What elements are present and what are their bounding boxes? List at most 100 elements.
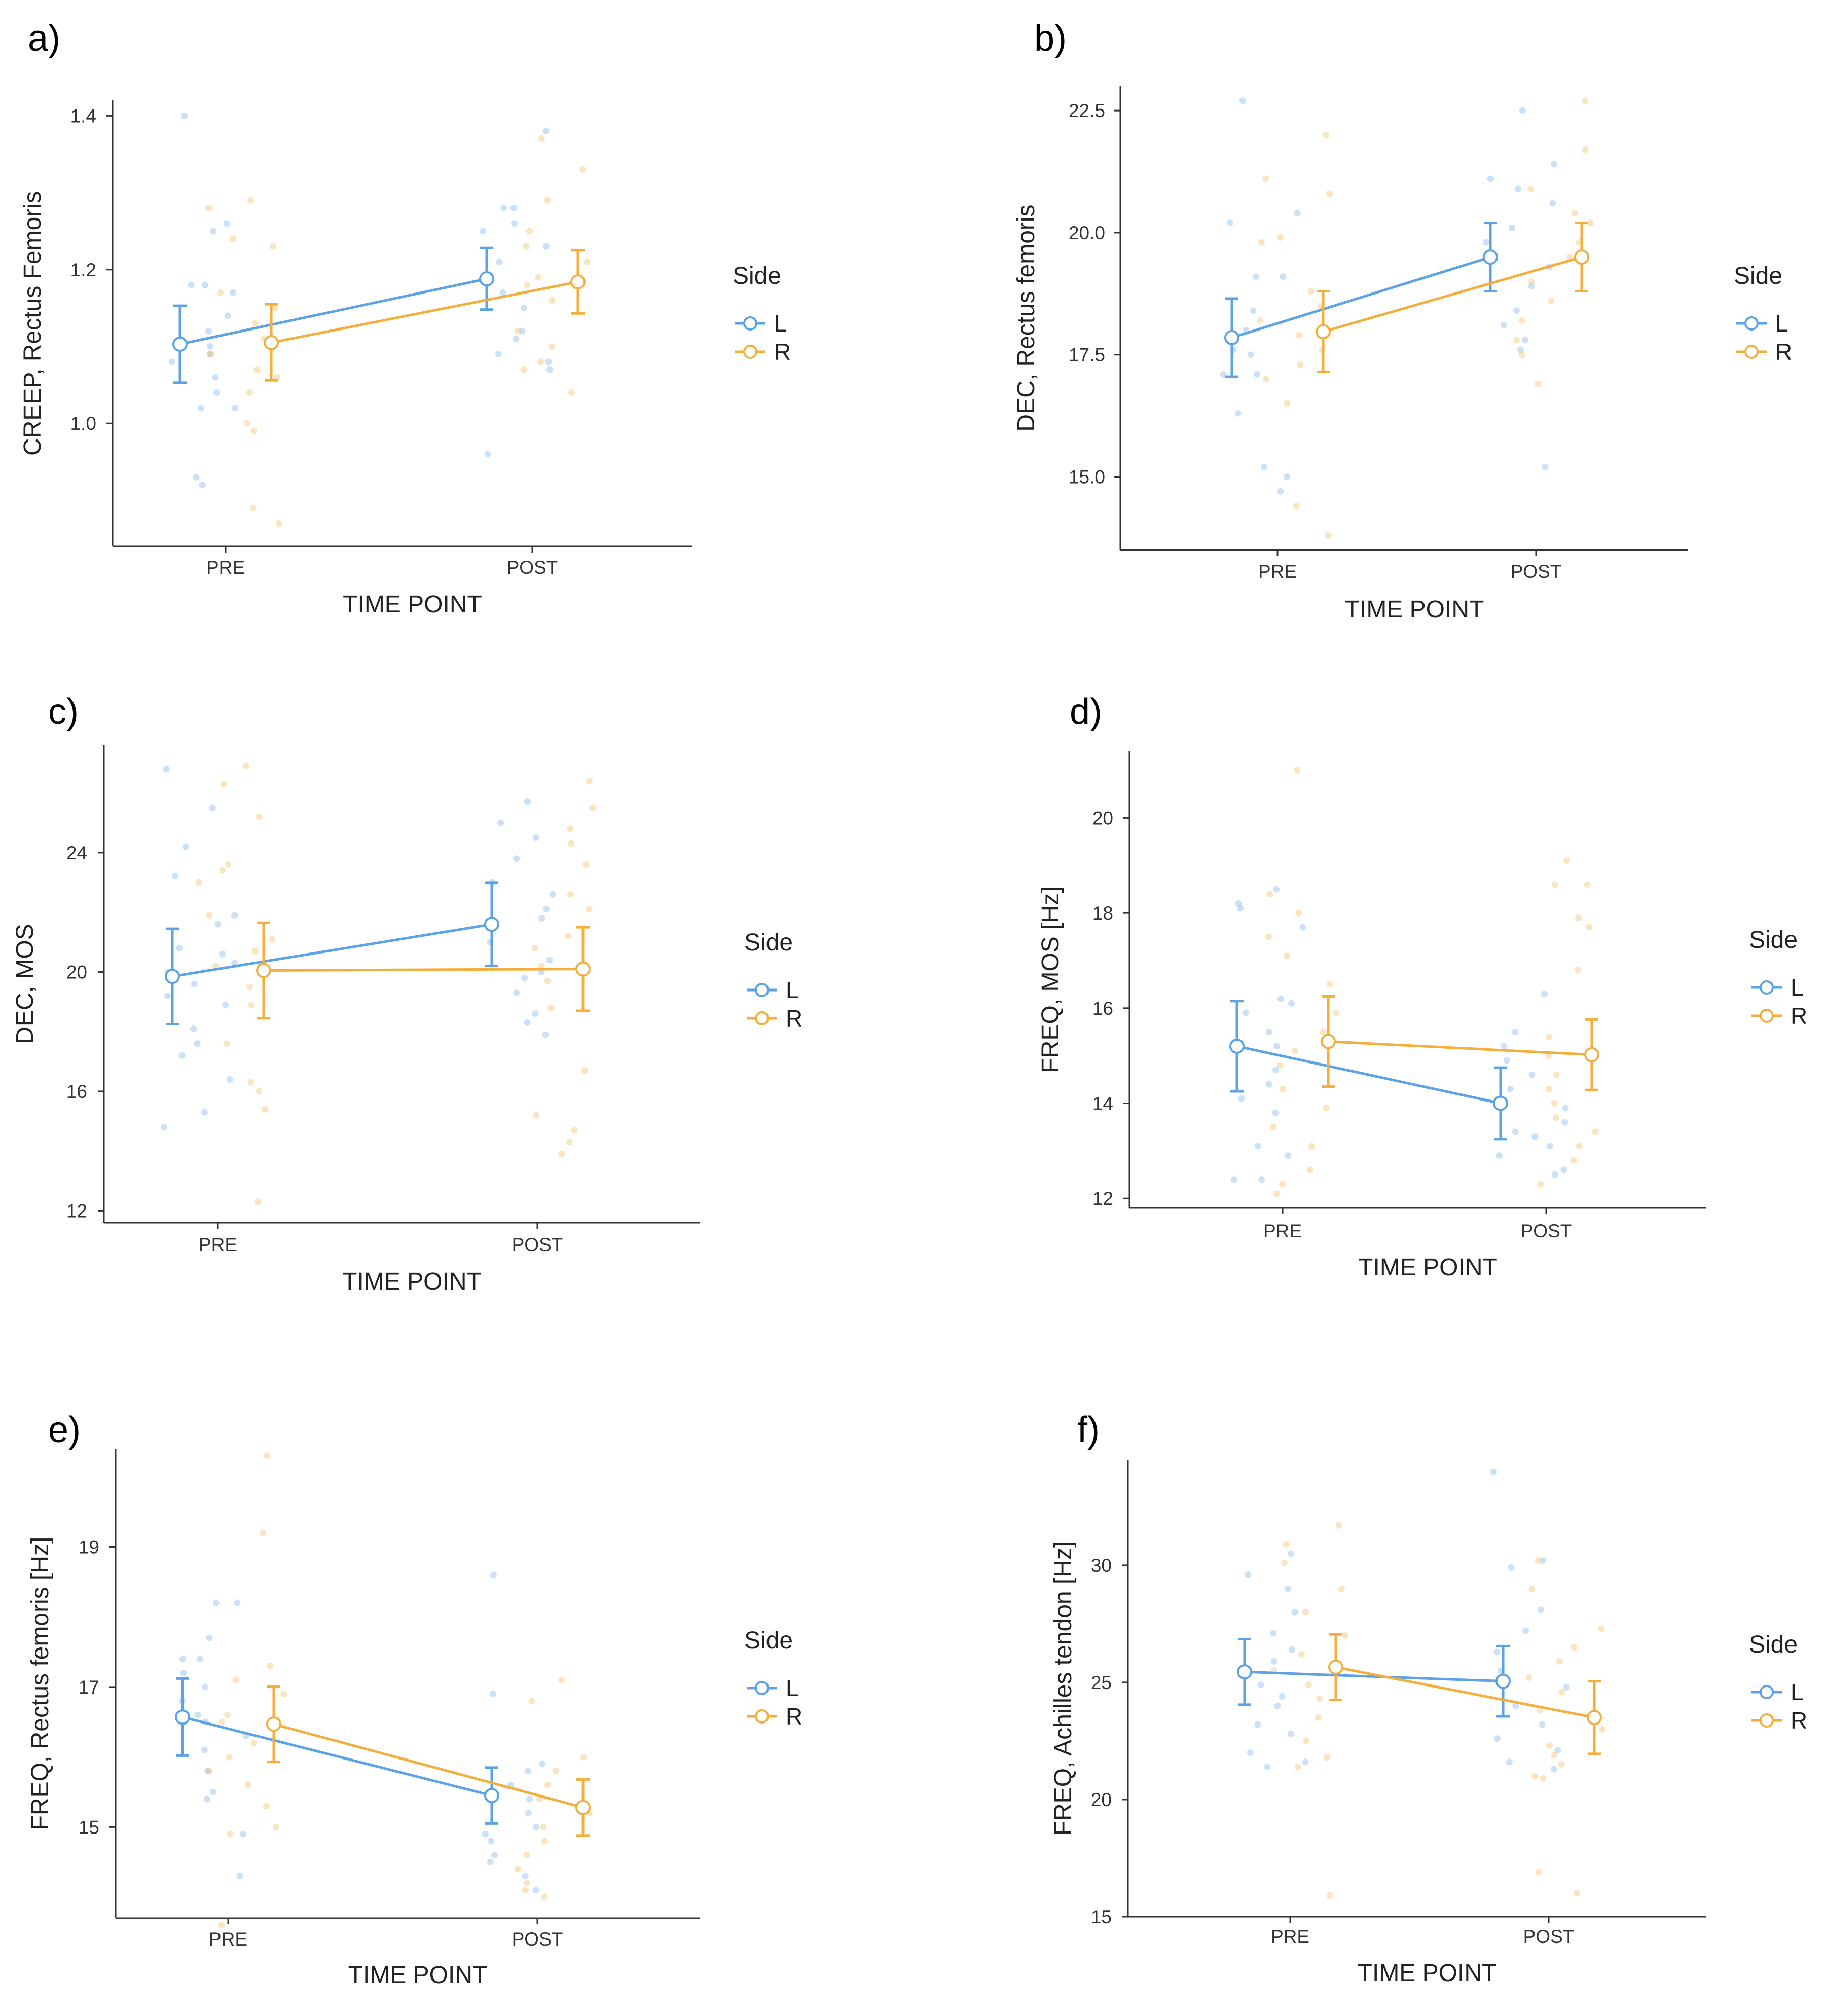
data-point-l bbox=[1563, 1683, 1570, 1691]
data-point-l bbox=[1549, 200, 1556, 207]
y-axis-title: CREEP, Rectus Femoris bbox=[19, 191, 46, 456]
data-point-r bbox=[1551, 881, 1558, 888]
series-line-r bbox=[273, 1722, 583, 1809]
data-point-l bbox=[479, 228, 486, 235]
data-point-r bbox=[254, 1198, 262, 1205]
y-tick-label: 12 bbox=[66, 1200, 87, 1221]
data-point-l bbox=[201, 1109, 208, 1116]
data-point-r bbox=[1575, 967, 1582, 974]
panel-label: a) bbox=[28, 18, 60, 59]
legend-title: Side bbox=[1749, 927, 1798, 954]
data-point-l bbox=[513, 855, 520, 862]
data-point-l bbox=[1272, 1067, 1279, 1074]
data-point-r bbox=[1598, 1726, 1605, 1733]
y-tick-label: 15 bbox=[79, 1817, 99, 1838]
data-point-r bbox=[1570, 1157, 1577, 1164]
data-point-l bbox=[190, 1025, 197, 1032]
data-point-l bbox=[545, 358, 552, 365]
y-axis-title: FREQ, Rectus femoris [Hz] bbox=[27, 1537, 54, 1830]
data-point-l bbox=[179, 1656, 187, 1663]
chart-panel-a: a) 1.0 1.2 1.4 PRE POST TIME POINT CREEP, Rectu… bbox=[19, 18, 791, 618]
mean-marker-r bbox=[264, 335, 279, 350]
data-point-r bbox=[219, 867, 226, 874]
data-point-l bbox=[1537, 1606, 1544, 1614]
data-point-r bbox=[256, 1088, 263, 1095]
data-point-r bbox=[1598, 1625, 1605, 1632]
data-point-l bbox=[201, 1746, 208, 1753]
data-point-l bbox=[205, 327, 212, 335]
mean-marker-l bbox=[1495, 1673, 1511, 1689]
legend-label-l: L bbox=[1791, 974, 1804, 1001]
data-point-r bbox=[523, 243, 530, 250]
data-point-l bbox=[1235, 900, 1242, 907]
data-point-l bbox=[542, 1031, 549, 1038]
data-point-r bbox=[1537, 1181, 1544, 1188]
data-point-r bbox=[1528, 1585, 1536, 1592]
data-point-l bbox=[1270, 1630, 1277, 1637]
data-point-r bbox=[568, 389, 575, 396]
data-point-r bbox=[248, 1001, 255, 1008]
y-tick-label: 20 bbox=[1091, 1789, 1112, 1810]
series-line-r bbox=[1328, 1040, 1592, 1056]
legend-key-marker-r bbox=[1744, 345, 1759, 359]
data-point-r bbox=[1335, 1522, 1342, 1529]
y-tick-label: 12 bbox=[1092, 1188, 1113, 1209]
data-point-r bbox=[225, 861, 232, 868]
data-point-l bbox=[188, 281, 195, 288]
legend-label-r: R bbox=[1791, 1707, 1807, 1734]
data-point-l bbox=[168, 358, 175, 365]
data-point-r bbox=[195, 879, 202, 886]
data-point-l bbox=[197, 1656, 204, 1663]
data-point-l bbox=[499, 289, 506, 296]
data-point-r bbox=[590, 804, 597, 812]
data-point-r bbox=[223, 1040, 230, 1047]
data-point-r bbox=[249, 504, 257, 511]
data-point-r bbox=[243, 420, 250, 427]
data-point-l bbox=[1254, 1143, 1261, 1150]
data-point-l bbox=[194, 1711, 201, 1718]
data-point-r bbox=[275, 520, 282, 527]
legend-title: Side bbox=[733, 263, 781, 289]
data-point-r bbox=[1295, 909, 1302, 917]
data-point-r bbox=[540, 1823, 547, 1830]
x-tick-label: PRE bbox=[199, 1234, 237, 1255]
data-point-l bbox=[1277, 995, 1284, 1002]
data-point-l bbox=[1299, 924, 1306, 931]
data-point-l bbox=[513, 335, 520, 342]
x-axis-title: TIME POINT bbox=[342, 1268, 482, 1295]
data-point-r bbox=[1551, 1751, 1558, 1758]
data-point-r bbox=[523, 281, 530, 288]
data-point-r bbox=[1558, 1761, 1565, 1768]
data-point-r bbox=[1535, 381, 1542, 388]
data-point-r bbox=[533, 1112, 540, 1119]
data-point-l bbox=[532, 1010, 539, 1017]
y-tick-label: 15 bbox=[1091, 1907, 1112, 1927]
data-point-r bbox=[1333, 1009, 1340, 1016]
data-point-l bbox=[1265, 1029, 1272, 1036]
x-axis-title: TIME POINT bbox=[343, 591, 482, 618]
data-point-l bbox=[542, 128, 550, 135]
data-point-l bbox=[231, 960, 238, 967]
data-point-l bbox=[539, 1761, 546, 1768]
data-point-l bbox=[1237, 905, 1244, 912]
data-point-r bbox=[1280, 1085, 1287, 1092]
data-point-l bbox=[1517, 346, 1524, 353]
data-point-r bbox=[548, 1004, 555, 1011]
data-point-l bbox=[1503, 1057, 1510, 1064]
data-point-r bbox=[246, 983, 253, 991]
data-point-r bbox=[1573, 1890, 1580, 1897]
data-point-r bbox=[1535, 1557, 1542, 1564]
data-point-r bbox=[1553, 1071, 1560, 1078]
data-point-r bbox=[582, 861, 590, 868]
data-point-l bbox=[495, 351, 502, 358]
data-point-l bbox=[201, 1683, 208, 1691]
data-point-l bbox=[524, 798, 531, 805]
data-point-r bbox=[227, 1830, 234, 1838]
data-point-l bbox=[180, 112, 188, 119]
data-point-l bbox=[543, 243, 550, 250]
data-point-r bbox=[267, 1662, 274, 1669]
data-point-r bbox=[1270, 1123, 1277, 1130]
data-point-l bbox=[1270, 1658, 1278, 1665]
data-point-l bbox=[223, 220, 230, 227]
data-point-l bbox=[510, 204, 517, 211]
